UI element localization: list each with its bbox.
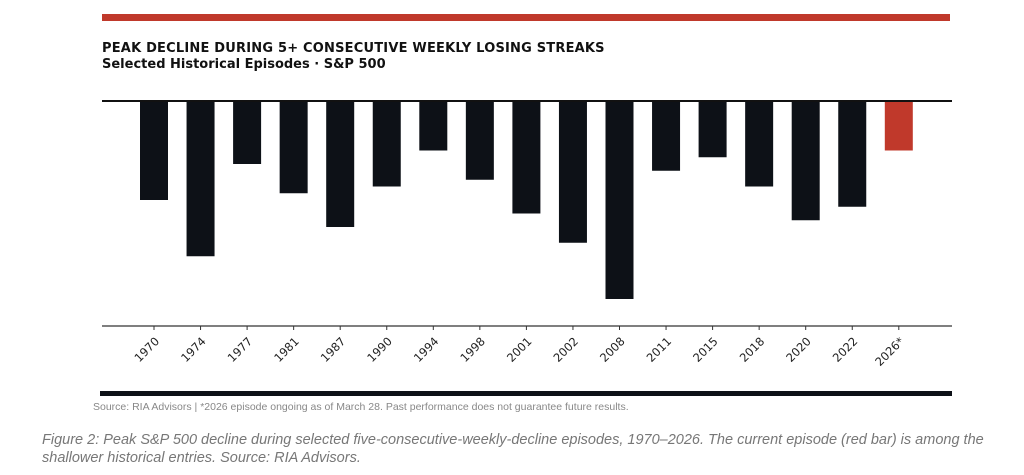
bar-2020	[791, 101, 820, 221]
chart-subtitle: Selected Historical Episodes · S&P 500	[102, 57, 386, 72]
bar-1990	[372, 101, 401, 187]
x-tick-label: 2001	[504, 334, 535, 365]
bar-2026*	[884, 101, 913, 151]
bar-1977	[233, 101, 262, 164]
bar-1974	[186, 101, 215, 257]
chart-title: PEAK DECLINE DURING 5+ CONSECUTIVE WEEKL…	[102, 41, 605, 56]
bar-1981	[279, 101, 308, 194]
bar-1970	[140, 101, 168, 200]
x-tick-label: 2022	[830, 334, 861, 365]
bar-1998	[465, 101, 494, 180]
x-tick-label: 2026*	[872, 334, 907, 369]
x-tick-label: 2011	[644, 334, 675, 365]
bar-2015	[698, 101, 727, 158]
accent-bar-top	[102, 14, 950, 21]
x-tick-label: 2015	[690, 334, 721, 365]
x-tick-label: 2020	[783, 334, 814, 365]
bar-2022	[838, 101, 867, 207]
bar-1994	[419, 101, 448, 151]
x-tick-label: 1990	[364, 334, 395, 365]
x-tick-label: 1970	[132, 334, 163, 365]
bar-1987	[326, 101, 355, 227]
figure-caption: Figure 2: Peak S&P 500 decline during se…	[42, 432, 984, 466]
bar-2018	[745, 101, 774, 187]
bar-2011	[652, 101, 681, 171]
bar-2008	[605, 101, 634, 299]
source-note: Source: RIA Advisors | *2026 episode ong…	[93, 401, 629, 413]
x-tick-label: 1974	[178, 334, 209, 365]
bar-2001	[512, 101, 541, 214]
x-tick-label: 1977	[225, 334, 256, 365]
x-tick-label: 1994	[411, 334, 442, 365]
x-tick-label: 1987	[318, 334, 349, 365]
x-tick-label: 2018	[737, 334, 768, 365]
x-tick-label: 1981	[271, 334, 302, 365]
divider-bottom	[100, 391, 952, 396]
bar-chart: 1970 1974 1977 1981 1987 1990 1994 1998 2001 2002…	[102, 100, 952, 369]
x-tick-label: 2008	[597, 334, 628, 365]
x-tick-label: 1998	[457, 334, 488, 365]
bar-2002	[558, 101, 587, 243]
x-tick-label: 2002	[550, 334, 581, 365]
